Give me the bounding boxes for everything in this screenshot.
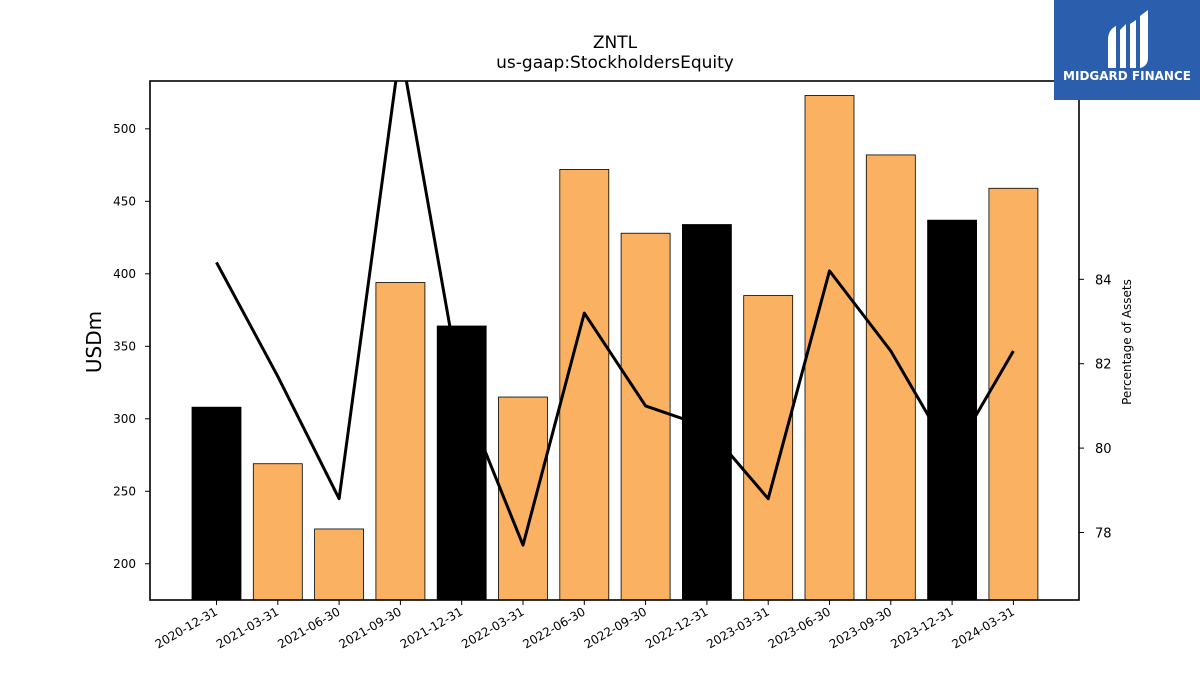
x-tick-label: 2022-09-30 xyxy=(582,604,649,651)
y-tick-label: 500 xyxy=(113,122,136,136)
x-tick-label: 2020-12-31 xyxy=(153,604,220,651)
bar-2024-03-31 xyxy=(988,187,1039,601)
x-axis: 2020-12-312021-03-312021-06-302021-09-30… xyxy=(153,600,1017,651)
y2-tick-label: 84 xyxy=(1095,273,1112,288)
logo-background xyxy=(1054,0,1200,100)
logo-text: MIDGARD FINANCE xyxy=(1063,69,1191,83)
logo-mark-icon xyxy=(1108,10,1148,68)
y-tick-label: 350 xyxy=(113,339,136,353)
x-tick-label: 2023-12-31 xyxy=(888,604,955,651)
y2-tick-label: 80 xyxy=(1095,442,1112,457)
bar-2020-12-31 xyxy=(191,406,242,601)
x-tick-label: 2021-09-30 xyxy=(336,604,403,651)
bar-2022-06-30 xyxy=(559,169,610,601)
x-tick-label: 2024-03-31 xyxy=(949,604,1016,651)
y-tick-label: 200 xyxy=(113,557,136,571)
bar-2021-09-30 xyxy=(375,282,426,601)
bar-2022-03-31 xyxy=(498,396,548,601)
line-group xyxy=(215,81,1015,547)
y-axis-right: 78 80 82 84 xyxy=(1079,273,1112,541)
x-tick-label: 2023-03-31 xyxy=(704,604,771,651)
y2-tick-label: 78 xyxy=(1095,526,1112,541)
x-tick-label: 2022-03-31 xyxy=(459,604,526,651)
x-tick-label: 2023-06-30 xyxy=(766,604,833,651)
x-tick-label: 2022-06-30 xyxy=(520,604,587,651)
y2-axis-label: Percentage of Assets xyxy=(1120,279,1134,405)
bar-2021-12-31 xyxy=(436,325,487,601)
x-tick-label: 2021-12-31 xyxy=(398,604,465,651)
chart-subtitle: us-gaap:StockholdersEquity xyxy=(496,53,734,73)
percentage-line xyxy=(215,81,1015,547)
y-axis-label: USDm xyxy=(82,311,106,373)
y-tick-label: 450 xyxy=(113,194,136,208)
bar-2021-06-30 xyxy=(314,528,365,601)
y2-tick-label: 82 xyxy=(1095,358,1112,373)
x-tick-label: 2021-03-31 xyxy=(214,604,281,651)
y-tick-label: 400 xyxy=(113,267,136,281)
logo: MIDGARD FINANCE xyxy=(1054,0,1200,100)
bar-2021-03-31 xyxy=(252,463,303,601)
bar-2023-03-31 xyxy=(743,295,794,601)
bar-2023-09-30 xyxy=(865,154,916,601)
y-axis-left: 200 250 300 350 400 450 500 xyxy=(113,122,150,571)
bar-2022-12-31 xyxy=(682,224,732,601)
plot-frame xyxy=(149,80,1080,601)
bar-group xyxy=(191,95,1039,601)
bar-2023-12-31 xyxy=(927,219,977,601)
bar-2023-06-30 xyxy=(804,95,855,601)
y-tick-label: 250 xyxy=(113,484,136,498)
x-tick-label: 2021-06-30 xyxy=(275,604,342,651)
x-tick-label: 2022-12-31 xyxy=(643,604,710,651)
y-tick-label: 300 xyxy=(113,412,136,426)
chart-title: ZNTL xyxy=(593,33,638,53)
bar-2022-09-30 xyxy=(620,232,671,601)
x-tick-label: 2023-09-30 xyxy=(827,604,894,651)
